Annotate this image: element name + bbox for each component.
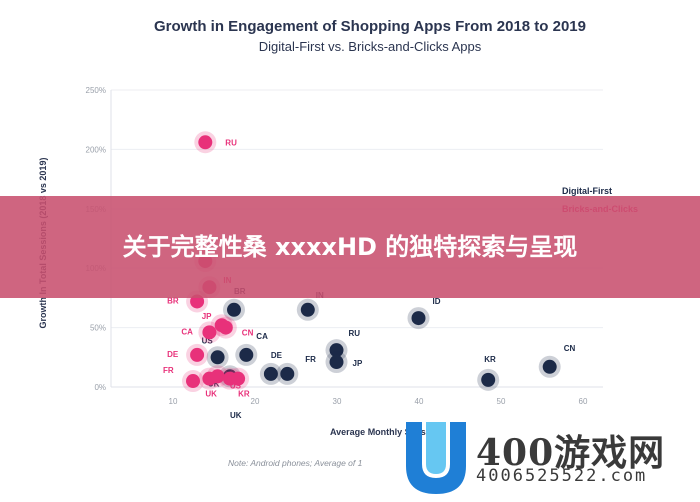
data-point — [280, 366, 295, 381]
data-point — [481, 372, 496, 387]
x-tick-label: 20 — [251, 397, 260, 406]
data-point-label: RU — [349, 329, 361, 338]
site-watermark: 400游戏网 4006525522.com — [400, 418, 700, 497]
data-point-label: DE — [271, 351, 283, 360]
data-point — [190, 347, 205, 362]
banner-text: 关于完整性桑 xxxxHD 的独特探索与呈现 — [122, 233, 578, 261]
y-tick-label: 200% — [86, 145, 106, 154]
x-tick-label: 10 — [169, 397, 178, 406]
data-point-label: RU — [225, 138, 237, 147]
x-axis-label: Average Monthly Sessio — [330, 427, 434, 437]
data-point — [411, 311, 426, 326]
data-point-label: ID — [433, 297, 441, 306]
watermark-url: 4006525522.com — [476, 466, 648, 486]
data-points: BRINIDRUJPUSCADEFRUKKRCNRUINBRJPCNCADEFR… — [163, 131, 575, 420]
data-point — [263, 366, 278, 381]
x-tick-label: 60 — [579, 397, 588, 406]
chart-title: Growth in Engagement of Shopping Apps Fr… — [154, 18, 586, 35]
x-axis-ticks: 10 20 30 40 50 60 — [169, 397, 588, 406]
y-tick-label: 50% — [90, 324, 106, 333]
outer-point-label: UK — [230, 411, 242, 420]
legend-entry: Digital-First — [562, 186, 612, 196]
overlay-banner: 关于完整性桑 xxxxHD 的独特探索与呈现 — [0, 196, 700, 298]
data-point — [210, 369, 225, 384]
watermark-logo-icon — [406, 422, 466, 494]
chart-note: Note: Android phones; Average of 1 — [228, 458, 363, 468]
y-tick-label: 0% — [94, 383, 106, 392]
data-point-label: CN — [242, 329, 254, 338]
data-point-label: FR — [163, 366, 174, 375]
data-point-label: JP — [202, 312, 212, 321]
data-point — [218, 320, 233, 335]
data-point — [210, 350, 225, 365]
data-point — [300, 302, 315, 317]
data-point — [542, 359, 557, 374]
data-point — [329, 355, 344, 370]
data-point — [202, 325, 217, 340]
x-tick-label: 30 — [333, 397, 342, 406]
data-point-label: FR — [305, 355, 316, 364]
data-point-label: DE — [167, 350, 179, 359]
data-point-label: KR — [484, 355, 496, 364]
data-point-label: BR — [167, 296, 179, 305]
chart-subtitle: Digital-First vs. Bricks-and-Clicks Apps — [259, 39, 482, 54]
data-point — [231, 371, 246, 386]
data-point-label: UK — [205, 390, 217, 399]
data-point-label: JP — [353, 359, 363, 368]
data-point-label: CA — [256, 332, 268, 341]
data-point-label: CN — [564, 344, 576, 353]
data-point-label: KR — [238, 390, 250, 399]
x-tick-label: 50 — [497, 397, 506, 406]
data-point — [186, 374, 200, 389]
data-point — [329, 343, 344, 358]
x-tick-label: 40 — [415, 397, 424, 406]
data-point-label: CA — [181, 327, 193, 336]
data-point — [227, 302, 241, 317]
data-point — [198, 135, 213, 150]
data-point — [239, 347, 254, 362]
watermark-title: 400游戏网 — [476, 432, 666, 474]
y-tick-label: 250% — [86, 86, 106, 95]
data-point-label: US — [230, 382, 242, 391]
data-point-label: US — [202, 336, 214, 345]
